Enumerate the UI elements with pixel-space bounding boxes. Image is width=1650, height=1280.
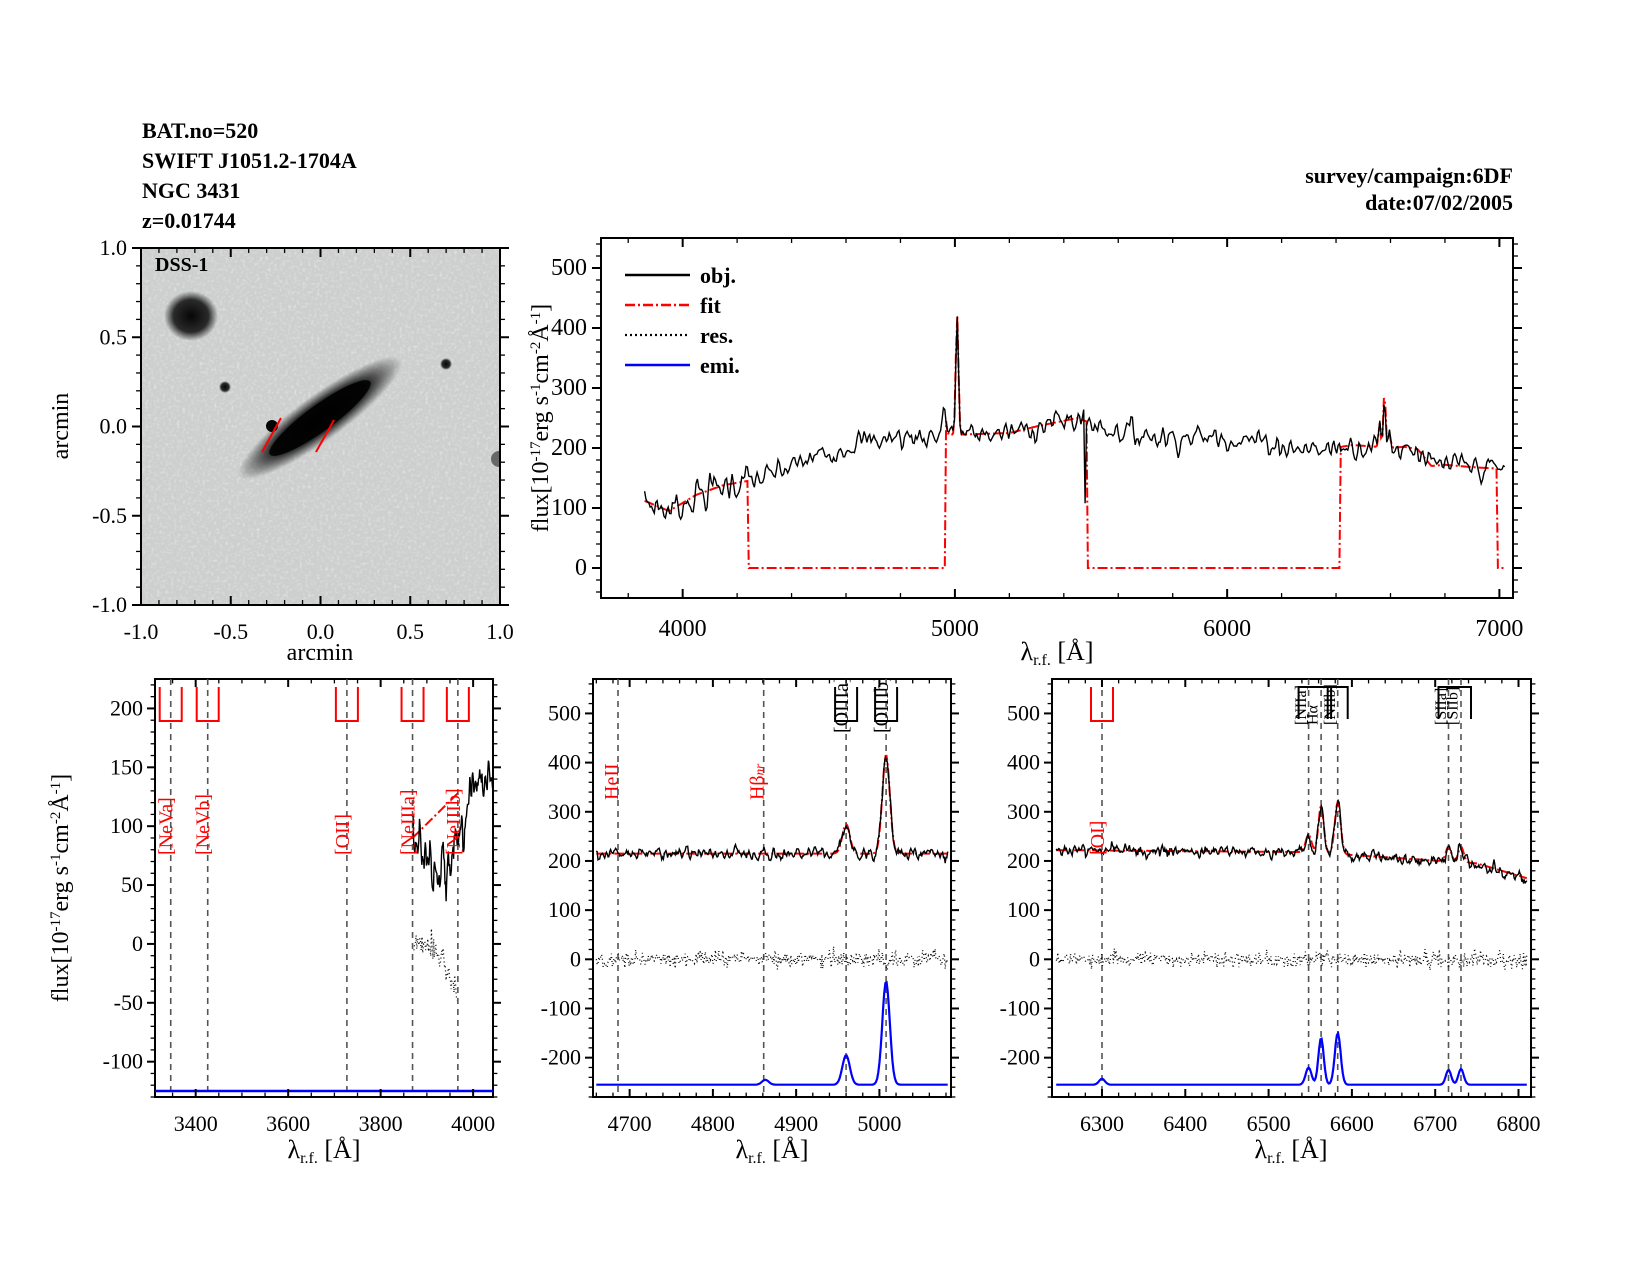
svg-text:-100: -100	[541, 995, 581, 1020]
svg-text:50: 50	[121, 872, 143, 897]
svg-text:6700: 6700	[1413, 1111, 1457, 1136]
svg-text:[NeIIIa]: [NeIIIa]	[398, 790, 420, 856]
svg-text:emi.: emi.	[700, 353, 740, 378]
svg-text:4700: 4700	[608, 1111, 652, 1136]
svg-text:5000: 5000	[931, 616, 979, 642]
svg-text:100: 100	[1007, 897, 1040, 922]
svg-text:obj.: obj.	[700, 263, 736, 288]
svg-text:λr.f. [Å]: λr.f. [Å]	[288, 1135, 361, 1167]
svg-text:0: 0	[570, 946, 581, 971]
svg-text:-1.0: -1.0	[92, 592, 127, 617]
svg-text:100: 100	[551, 495, 587, 521]
svg-text:100: 100	[110, 813, 143, 838]
svg-text:6000: 6000	[1203, 616, 1251, 642]
svg-text:SWIFT J1051.2-1704A: SWIFT J1051.2-1704A	[142, 148, 357, 173]
svg-text:6500: 6500	[1247, 1111, 1291, 1136]
svg-text:6600: 6600	[1330, 1111, 1374, 1136]
svg-text:λr.f. [Å]: λr.f. [Å]	[736, 1135, 809, 1167]
svg-text:flux[10-17erg s-1cm-2Å-1]: flux[10-17erg s-1cm-2Å-1]	[528, 304, 554, 532]
svg-text:200: 200	[548, 848, 581, 873]
svg-text:100: 100	[548, 897, 581, 922]
svg-text:6300: 6300	[1080, 1111, 1124, 1136]
svg-text:500: 500	[1007, 700, 1040, 725]
svg-text:300: 300	[548, 799, 581, 824]
svg-text:6400: 6400	[1163, 1111, 1207, 1136]
svg-text:arcmin: arcmin	[48, 393, 74, 460]
svg-text:300: 300	[551, 375, 587, 401]
svg-text:7000: 7000	[1475, 616, 1523, 642]
svg-text:DSS-1: DSS-1	[155, 254, 208, 276]
svg-text:0: 0	[132, 931, 143, 956]
svg-text:λr.f. [Å]: λr.f. [Å]	[1255, 1135, 1328, 1167]
svg-text:arcmin: arcmin	[287, 640, 354, 666]
svg-text:-100: -100	[1000, 995, 1040, 1020]
svg-text:date:07/02/2005: date:07/02/2005	[1365, 190, 1513, 215]
svg-text:200: 200	[1007, 848, 1040, 873]
svg-text:1.0: 1.0	[100, 235, 128, 260]
svg-text:0.0: 0.0	[100, 414, 128, 439]
svg-text:-200: -200	[541, 1045, 581, 1070]
svg-text:res.: res.	[700, 323, 733, 348]
svg-text:3800: 3800	[359, 1111, 403, 1136]
svg-text:Hα: Hα	[1305, 704, 1322, 725]
svg-text:-50: -50	[114, 990, 143, 1015]
svg-text:[OIIIa]: [OIIIa]	[831, 676, 853, 733]
svg-text:[SIIb]: [SIIb]	[1445, 687, 1462, 725]
svg-text:0.5: 0.5	[397, 619, 425, 644]
svg-text:150: 150	[110, 754, 143, 779]
svg-text:[OIIIb]: [OIIIb]	[871, 675, 893, 733]
svg-text:4900: 4900	[774, 1111, 818, 1136]
svg-text:[OII]: [OII]	[332, 814, 354, 855]
svg-text:400: 400	[1007, 750, 1040, 775]
svg-text:0.5: 0.5	[100, 324, 128, 349]
svg-text:z=0.01744: z=0.01744	[142, 208, 236, 233]
svg-text:500: 500	[551, 255, 587, 281]
svg-text:survey/campaign:6DF: survey/campaign:6DF	[1305, 163, 1513, 188]
svg-text:[NIIb]: [NIIb]	[1322, 684, 1339, 725]
svg-text:200: 200	[110, 695, 143, 720]
svg-text:400: 400	[551, 315, 587, 341]
svg-text:300: 300	[1007, 799, 1040, 824]
svg-text:[NeVb]: [NeVb]	[193, 794, 215, 855]
svg-text:-100: -100	[103, 1049, 143, 1074]
svg-text:-200: -200	[1000, 1045, 1040, 1070]
svg-text:-1.0: -1.0	[124, 619, 159, 644]
svg-text:5000: 5000	[857, 1111, 901, 1136]
svg-text:λr.f. [Å]: λr.f. [Å]	[1021, 637, 1094, 669]
svg-text:fit: fit	[700, 293, 721, 318]
svg-text:0: 0	[1029, 946, 1040, 971]
svg-text:400: 400	[548, 750, 581, 775]
svg-text:4800: 4800	[691, 1111, 735, 1136]
svg-text:-0.5: -0.5	[213, 619, 248, 644]
svg-text:500: 500	[548, 700, 581, 725]
svg-text:[OI]: [OI]	[1087, 821, 1109, 855]
svg-text:BAT.no=520: BAT.no=520	[142, 118, 258, 143]
svg-text:4000: 4000	[659, 616, 707, 642]
svg-text:1.0: 1.0	[486, 619, 514, 644]
svg-text:200: 200	[551, 435, 587, 461]
svg-text:[NeVa]: [NeVa]	[156, 797, 178, 855]
svg-text:6800: 6800	[1497, 1111, 1541, 1136]
svg-text:3600: 3600	[266, 1111, 310, 1136]
svg-text:0: 0	[575, 555, 587, 581]
svg-text:4000: 4000	[451, 1111, 495, 1136]
svg-text:[NeIIIb]: [NeIIIb]	[443, 788, 465, 855]
svg-text:3400: 3400	[174, 1111, 218, 1136]
svg-text:HeII: HeII	[601, 763, 623, 800]
svg-text:-0.5: -0.5	[92, 503, 127, 528]
svg-text:flux[10-17erg s-1cm-2Å-1]: flux[10-17erg s-1cm-2Å-1]	[48, 774, 74, 1002]
svg-text:NGC 3431: NGC 3431	[142, 178, 240, 203]
